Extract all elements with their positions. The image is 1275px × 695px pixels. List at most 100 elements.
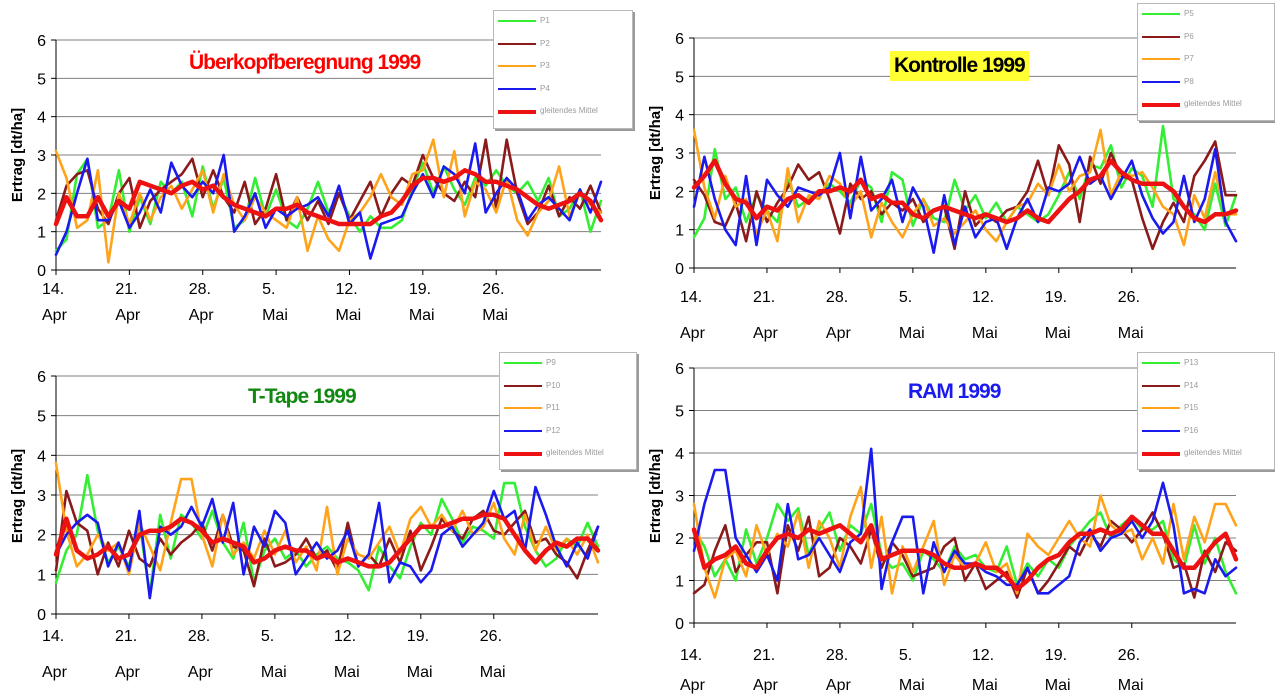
legend-label: P3 [540,61,550,70]
legend: P5 P6 P7 P8 gleitendes Mittel [1137,3,1275,121]
legend-item: P16 [1142,425,1270,437]
legend-label: P9 [546,358,556,367]
chart-title: T-Tape 1999 [248,385,357,408]
legend-label: P5 [1184,9,1194,18]
legend-item: P2 [498,38,628,50]
y-axis-label: Ertrag [dt/ha] [647,449,664,543]
y-tick-label: 0 [675,616,684,633]
x-tick-label-month: Mai [1118,325,1144,342]
legend-swatch [504,407,542,409]
legend-item: P8 [1142,76,1270,88]
legend-item: gleitendes Mittel [498,105,628,117]
y-tick-label: 0 [37,607,46,624]
legend-label: gleitendes Mittel [540,106,598,115]
x-tick-label-day: 21. [753,647,775,664]
legend-swatch [504,384,542,387]
x-tick-label-day: 28. [826,289,848,306]
x-tick-label-day: 26. [480,628,502,645]
legend-item: P7 [1142,53,1270,65]
legend-swatch [498,20,536,22]
chart-title: Überkopfberegnung 1999 [189,51,421,74]
x-tick-label-month: Mai [482,307,508,324]
legend-label: P14 [1184,380,1199,390]
x-tick-label-month: Mai [972,677,998,694]
y-tick-label: 6 [37,369,46,386]
series-line-gleitendes-mittel [53,512,601,569]
x-tick-label-day: 21. [115,281,137,298]
chart-panel-0: 0 1 2 3 4 5 6 14. Apr 21. Apr 28. Apr 5. Mai 12. Mai 19. M… [0,0,637,347]
x-tick-label-day: 5. [899,647,912,664]
x-tick-label-month: Apr [42,664,68,681]
y-tick-label: 6 [37,33,46,50]
chart-panel-2: 0 1 2 3 4 5 6 14. Apr 21. Apr 28. Apr 5. Mai 12. Mai 19. M… [0,348,637,695]
x-tick-label-month: Apr [826,677,852,694]
legend-label: P15 [1184,403,1199,412]
y-tick-label: 5 [675,404,684,421]
series-line-gleitendes-mittel [691,158,1239,225]
y-tick-label: 1 [37,567,46,584]
x-tick-label-day: 12. [972,647,994,664]
legend-label: P16 [1184,425,1199,435]
x-tick-label-month: Mai [899,677,925,694]
legend-swatch [1142,429,1180,432]
series-line-gleitendes-mittel [691,514,1239,592]
legend-label: P6 [1184,31,1194,41]
y-tick-label: 6 [675,31,684,48]
series-line-p14 [692,511,1238,599]
x-tick-label-month: Mai [407,664,433,681]
x-tick-label-day: 26. [482,281,504,298]
x-tick-label-day: 19. [1045,647,1067,664]
legend-item: P13 [1142,357,1270,369]
x-tick-label-month: Apr [753,677,779,694]
x-tick-label-month: Mai [1045,677,1071,694]
y-tick-label: 2 [675,184,684,201]
x-tick-label-day: 19. [1045,289,1067,306]
legend-swatch [1142,362,1180,364]
y-tick-label: 0 [37,263,46,280]
legend: P13 P14 P15 P16 gleitendes Mittel [1137,352,1275,470]
legend-label: P1 [540,16,550,25]
legend-label: P13 [1184,358,1199,367]
x-tick-label-day: 5. [262,281,275,298]
legend-item: P15 [1142,402,1270,414]
legend-item: P10 [504,380,632,392]
x-tick-label-month: Apr [115,307,141,324]
x-tick-label-day: 28. [188,628,210,645]
y-axis-label: Ertrag [dt/ha] [9,449,26,543]
legend-label: P10 [546,380,561,390]
x-tick-label-month: Apr [188,664,214,681]
x-tick-label-day: 12. [334,628,356,645]
legend: P1 P2 P3 P4 gleitendes Mittel [493,10,633,129]
legend-swatch [1142,13,1180,15]
y-tick-label: 4 [675,108,684,125]
x-tick-label-day: 14. [680,289,702,306]
legend-swatch [498,87,536,90]
x-tick-label-day: 21. [115,628,137,645]
legend-label: gleitendes Mittel [546,448,604,457]
y-tick-label: 3 [37,488,46,505]
legend-label: P2 [540,38,550,48]
x-tick-label-day: 26. [1118,289,1140,306]
series-line-p7 [692,128,1238,247]
x-tick-label-day: 5. [261,628,274,645]
y-tick-label: 5 [37,71,46,88]
x-tick-label-month: Apr [680,325,706,342]
chart-3-svg: 0 1 2 3 4 5 6 14. Apr 21. Apr 28. Apr 5. Mai 12. Mai 19. M… [647,361,1239,694]
legend-swatch [1142,80,1180,83]
legend-swatch [1142,407,1180,409]
x-tick-label-month: Mai [1118,677,1144,694]
x-tick-label-day: 19. [409,281,431,298]
x-tick-label-month: Mai [409,307,435,324]
legend-swatch [504,429,542,432]
legend-item: gleitendes Mittel [1142,98,1270,110]
legend-label: P7 [1184,54,1194,63]
x-tick-label-month: Mai [972,325,998,342]
x-tick-label-day: 5. [899,289,912,306]
x-tick-label-day: 28. [189,281,211,298]
x-tick-label-month: Apr [42,307,68,324]
x-tick-label-month: Mai [335,307,361,324]
series-line-p16 [692,447,1238,595]
legend-swatch [498,42,536,45]
x-tick-label-day: 21. [753,289,775,306]
legend-swatch [498,65,536,67]
